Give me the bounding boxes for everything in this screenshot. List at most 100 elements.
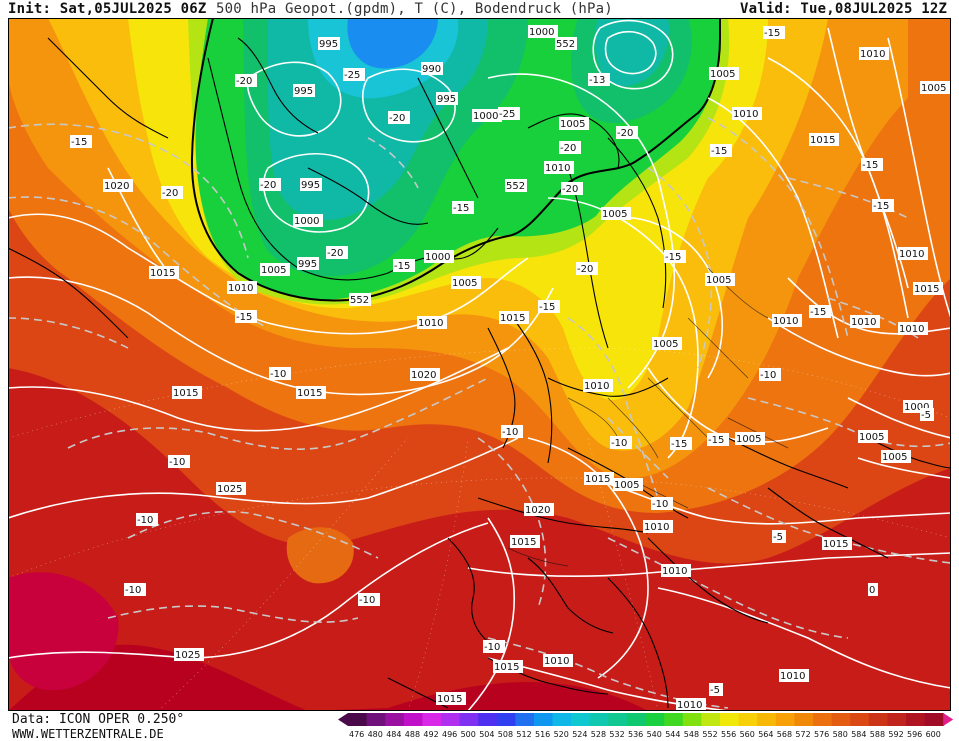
scale-label: 572 <box>795 730 810 739</box>
svg-text:-15: -15 <box>764 28 780 39</box>
scale-swatch <box>403 713 423 726</box>
svg-text:1015: 1015 <box>173 388 198 399</box>
svg-text:-5: -5 <box>773 532 783 543</box>
svg-text:1015: 1015 <box>437 694 462 705</box>
scale-swatch <box>441 713 461 726</box>
svg-text:-10: -10 <box>652 499 668 510</box>
svg-text:1010: 1010 <box>677 700 702 711</box>
svg-text:1010: 1010 <box>228 283 253 294</box>
svg-text:-15: -15 <box>453 203 469 214</box>
scale-swatch <box>720 713 740 726</box>
scale-label: 484 <box>386 730 401 739</box>
website-label: WWW.WETTERZENTRALE.DE <box>12 727 164 741</box>
scale-left-arrow <box>338 713 348 726</box>
scale-swatch <box>868 713 888 726</box>
scale-label: 504 <box>479 730 494 739</box>
scale-label: 552 <box>702 730 717 739</box>
scale-label: 496 <box>442 730 457 739</box>
scale-swatch <box>701 713 721 726</box>
scale-label: 544 <box>665 730 680 739</box>
scale-label: 500 <box>461 730 476 739</box>
svg-text:1010: 1010 <box>851 317 876 328</box>
scale-label: 600 <box>926 730 941 739</box>
scale-swatch <box>459 713 479 726</box>
svg-text:1005: 1005 <box>921 83 946 94</box>
svg-text:990: 990 <box>422 64 441 75</box>
scale-label: 560 <box>740 730 755 739</box>
scale-swatch <box>496 713 516 726</box>
svg-text:995: 995 <box>298 259 317 270</box>
scale-label: 528 <box>591 730 606 739</box>
isobars <box>8 19 951 711</box>
data-source-label: Data: ICON OPER 0.250° <box>12 712 185 727</box>
svg-text:-20: -20 <box>162 188 178 199</box>
scale-label: 532 <box>609 730 624 739</box>
svg-text:995: 995 <box>437 94 456 105</box>
svg-text:552: 552 <box>556 39 575 50</box>
svg-text:995: 995 <box>319 39 338 50</box>
scale-swatch <box>478 713 498 726</box>
svg-text:1025: 1025 <box>217 484 242 495</box>
svg-text:1010: 1010 <box>780 671 805 682</box>
svg-text:-20: -20 <box>389 113 405 124</box>
scale-swatch <box>348 713 368 726</box>
svg-text:552: 552 <box>350 295 369 306</box>
svg-text:0: 0 <box>869 585 875 596</box>
svg-text:-10: -10 <box>484 642 500 653</box>
svg-text:1010: 1010 <box>644 522 669 533</box>
scale-swatch <box>831 713 851 726</box>
svg-text:-25: -25 <box>344 70 360 81</box>
svg-text:-15: -15 <box>873 201 889 212</box>
svg-text:-10: -10 <box>611 438 627 449</box>
svg-text:1010: 1010 <box>418 318 443 329</box>
svg-text:-13: -13 <box>589 75 605 86</box>
footer-bar: Data: ICON OPER 0.250° WWW.WETTERZENTRAL… <box>0 711 959 741</box>
scale-label: 576 <box>814 730 829 739</box>
svg-text:-20: -20 <box>560 143 576 154</box>
svg-text:1020: 1020 <box>525 505 550 516</box>
svg-text:-20: -20 <box>260 180 276 191</box>
scale-swatch <box>757 713 777 726</box>
scale-label: 524 <box>572 730 587 739</box>
scale-swatch <box>515 713 535 726</box>
scale-swatch <box>738 713 758 726</box>
svg-text:1000: 1000 <box>529 27 554 38</box>
svg-text:1005: 1005 <box>602 209 627 220</box>
scale-swatch <box>794 713 814 726</box>
init-time: Init: Sat,05JUL2025 06Z <box>8 1 207 17</box>
svg-text:1015: 1015 <box>150 268 175 279</box>
svg-text:1015: 1015 <box>585 474 610 485</box>
svg-text:-15: -15 <box>711 146 727 157</box>
valid-time: Valid: Tue,08JUL2025 12Z <box>740 1 948 17</box>
svg-text:-10: -10 <box>137 515 153 526</box>
svg-text:1005: 1005 <box>706 275 731 286</box>
weather-map: 1000 552 995 990 995 995 1005 1010 1010 … <box>8 18 951 711</box>
scale-label: 512 <box>516 730 531 739</box>
svg-text:-25: -25 <box>499 109 515 120</box>
scale-swatch <box>385 713 405 726</box>
scale-label: 584 <box>851 730 866 739</box>
svg-text:-20: -20 <box>562 184 578 195</box>
svg-text:-15: -15 <box>665 252 681 263</box>
scale-swatch <box>571 713 591 726</box>
scale-label: 564 <box>758 730 773 739</box>
scale-swatch <box>627 713 647 726</box>
scale-swatch <box>906 713 926 726</box>
svg-text:-20: -20 <box>236 76 252 87</box>
scale-label: 508 <box>498 730 513 739</box>
svg-text:1010: 1010 <box>899 249 924 260</box>
scale-swatch <box>422 713 442 726</box>
svg-text:1005: 1005 <box>452 278 477 289</box>
svg-text:1010: 1010 <box>773 316 798 327</box>
svg-text:-15: -15 <box>862 160 878 171</box>
svg-text:1015: 1015 <box>810 135 835 146</box>
svg-text:1010: 1010 <box>733 109 758 120</box>
scale-swatch <box>645 713 665 726</box>
scale-label: 568 <box>777 730 792 739</box>
scale-label: 476 <box>349 730 364 739</box>
svg-text:1010: 1010 <box>545 163 570 174</box>
svg-text:-10: -10 <box>169 457 185 468</box>
scale-label: 548 <box>684 730 699 739</box>
svg-text:1005: 1005 <box>560 119 585 130</box>
svg-text:-15: -15 <box>708 435 724 446</box>
